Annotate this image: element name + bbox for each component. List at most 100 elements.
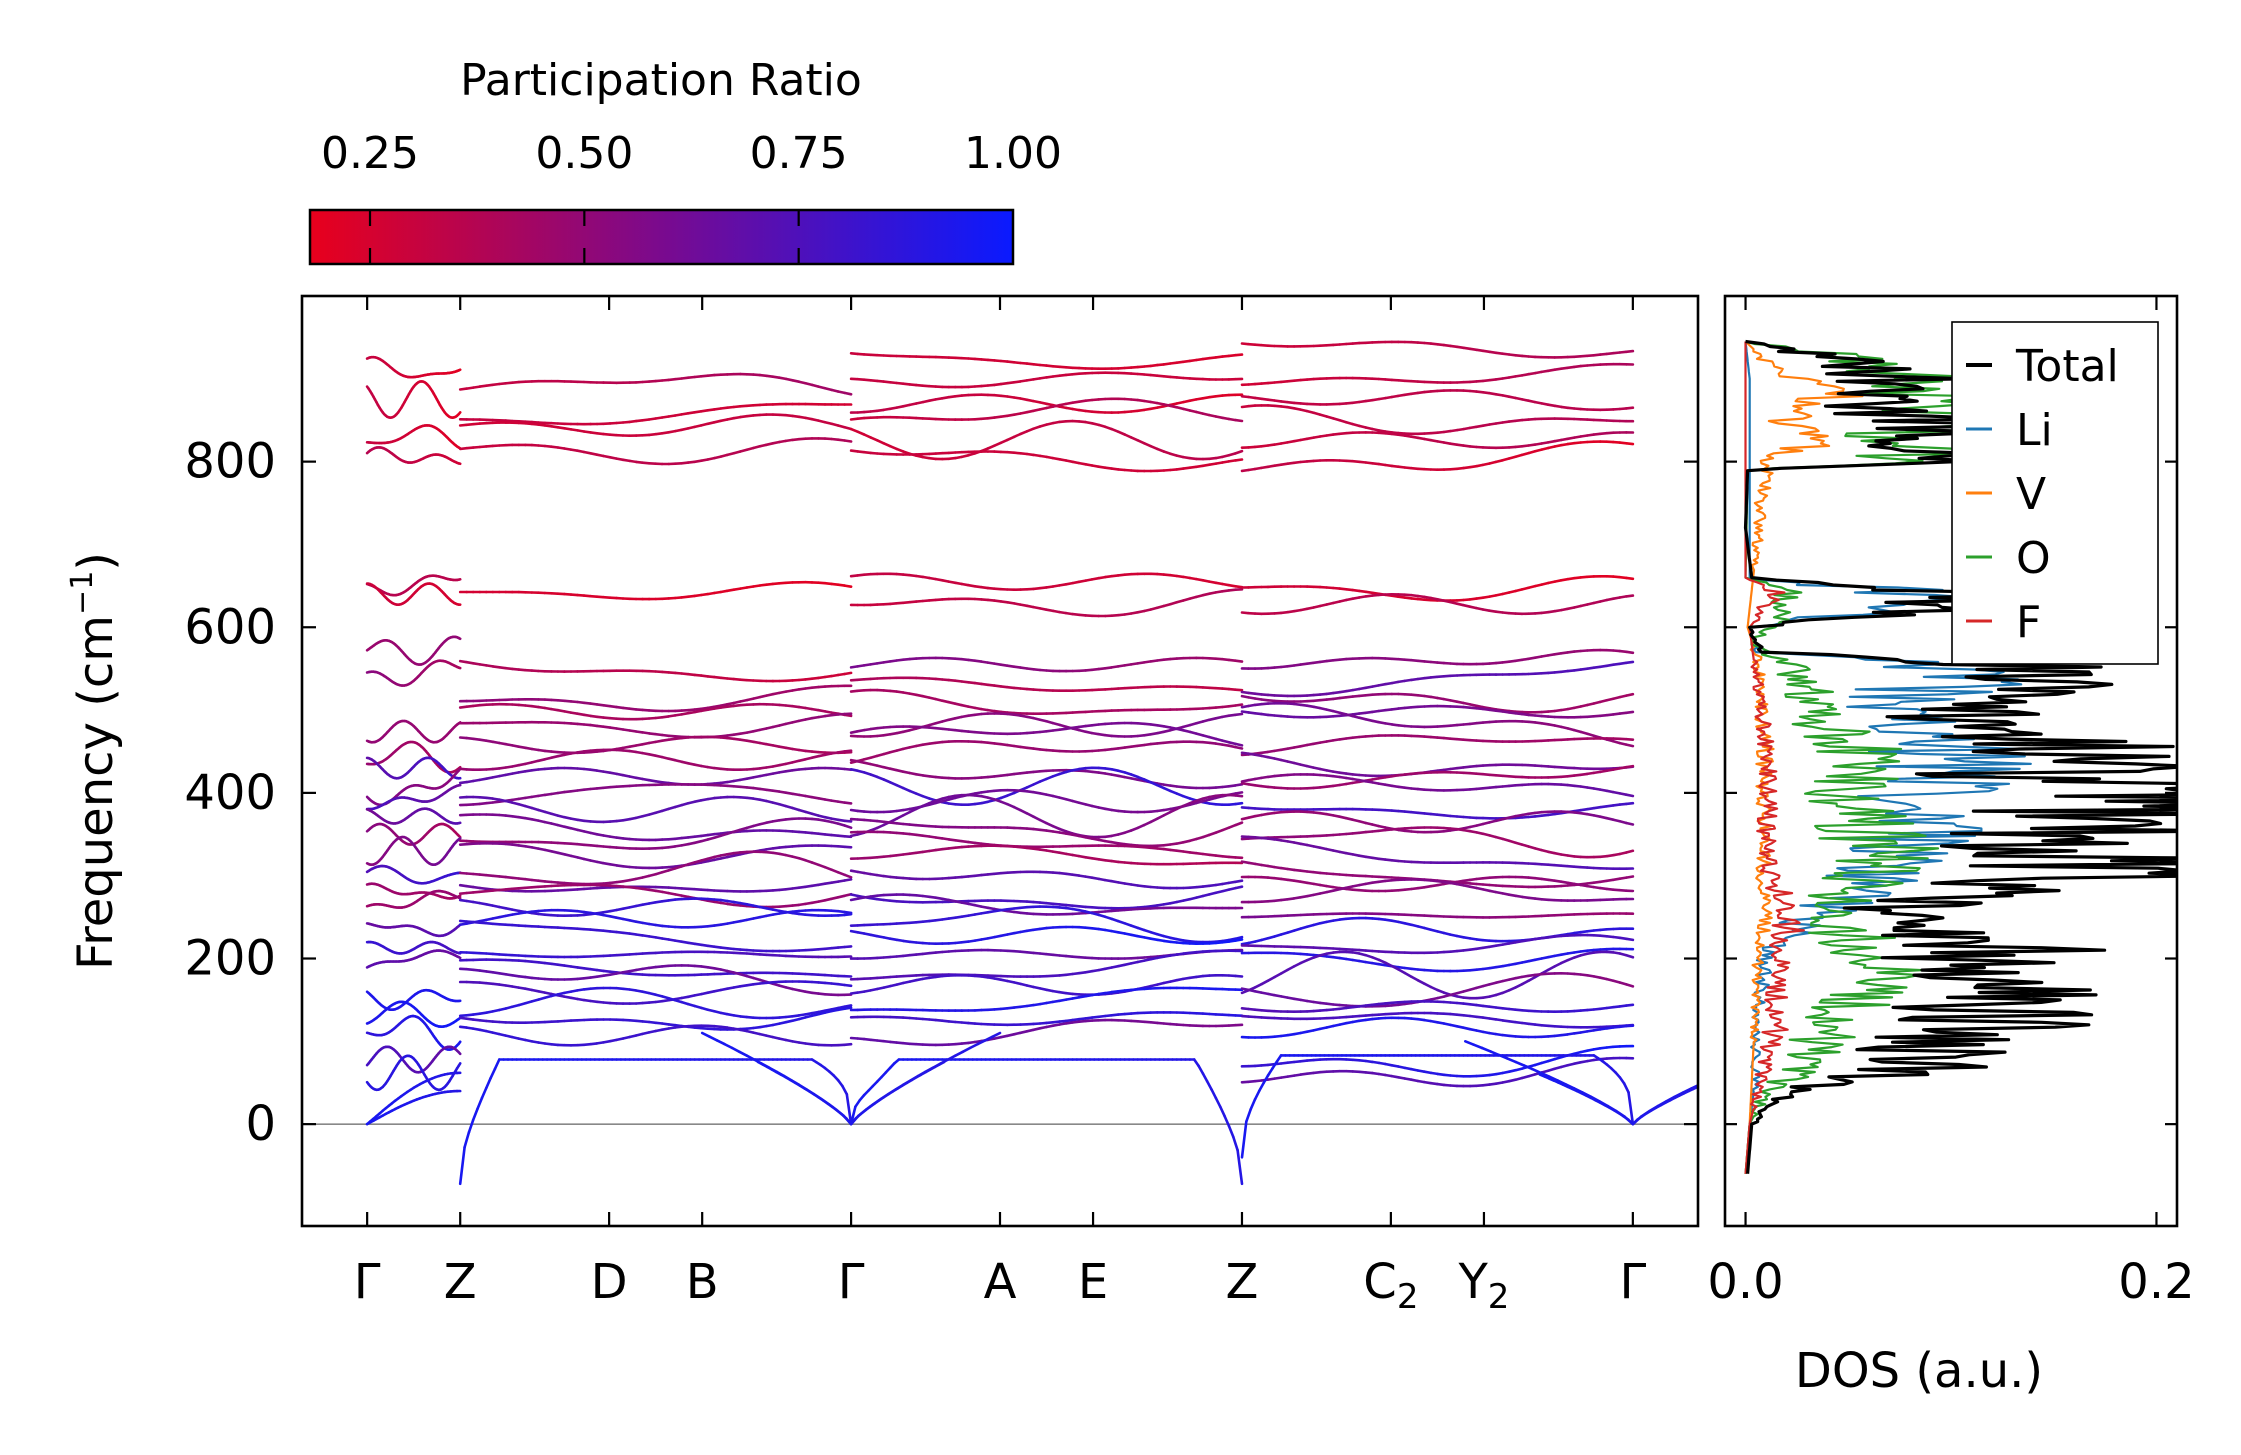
acoustic-branch (849, 1058, 1244, 1186)
y-tick-label: 600 (184, 599, 276, 655)
dos-x-tick-label: 0.2 (2118, 1254, 2194, 1310)
band-branch (458, 1006, 853, 1031)
band-branch (458, 684, 853, 713)
band-branch (1240, 362, 1635, 387)
band-branch (1240, 431, 1635, 450)
high-symmetry-label: Γ (1619, 1254, 1646, 1310)
band-axes: 0 200 400 600 800 Γ Z D B Γ A E Z C2 Y2 Γ (184, 296, 1698, 1317)
acoustic-branch (1538, 1073, 1698, 1126)
band-branch (365, 574, 462, 597)
dos-x-tick-label: 0.0 (1707, 1254, 1783, 1310)
band-branch (458, 813, 853, 842)
high-symmetry-label: A (984, 1254, 1017, 1310)
band-branch (458, 659, 853, 683)
band-branch (1240, 878, 1635, 904)
dos-axes: 0.0 0.2 (1707, 296, 2195, 1310)
acoustic-branch (756, 1060, 946, 1126)
band-branch (849, 1018, 1244, 1047)
band-branch (365, 864, 462, 885)
colorbar-title: Participation Ratio (460, 55, 862, 106)
colorbar-ticks: 0.25 0.50 0.75 1.00 (321, 128, 1062, 264)
dos-plot-frame (1723, 294, 2179, 1228)
dos-series-f (1744, 341, 1805, 1174)
band-branch (365, 582, 462, 607)
band-branch (1240, 574, 1635, 602)
colorbar-tick-label: 0.50 (535, 128, 633, 179)
colorbar-tick-label: 0.75 (750, 128, 848, 179)
band-branch (1240, 734, 1635, 757)
band-branch (458, 817, 853, 851)
band-branch (849, 788, 1244, 814)
colorbar-gradient (308, 208, 1015, 266)
band-branch (849, 925, 1244, 946)
band-branch (458, 1024, 853, 1047)
band-lines (302, 340, 1698, 1186)
band-branch (365, 424, 462, 450)
band-branch (458, 919, 853, 953)
band-branch (458, 766, 853, 786)
band-branch (1240, 1000, 1635, 1014)
band-branch (458, 402, 853, 426)
band-branch (1240, 810, 1635, 834)
legend-label: V (2016, 469, 2046, 520)
band-branch (1240, 1016, 1635, 1039)
band-branch (849, 844, 1244, 866)
acoustic-branch (458, 1058, 853, 1186)
band-branch (1240, 764, 1635, 790)
high-symmetry-label: Y2 (1457, 1254, 1509, 1317)
legend-label: O (2016, 533, 2051, 584)
high-symmetry-label: D (591, 1254, 628, 1310)
band-branch (1240, 701, 1635, 748)
band-branch (365, 889, 462, 909)
band-branch (849, 397, 1244, 423)
band-branch (849, 656, 1244, 673)
acoustic-branch (365, 1089, 462, 1126)
acoustic-branch (1240, 1054, 1635, 1159)
band-branch (849, 1011, 1244, 1027)
band-branch (849, 449, 1244, 473)
band-branch (1240, 912, 1635, 919)
band-branch (1240, 648, 1635, 670)
high-symmetry-label: Z (1226, 1254, 1259, 1310)
band-branch (1240, 389, 1635, 412)
band-branch (849, 393, 1244, 414)
band-branch (458, 908, 853, 929)
band-branch (849, 739, 1244, 765)
band-branch (365, 659, 462, 687)
band-branch (365, 635, 462, 666)
y-tick-label: 800 (184, 434, 276, 490)
band-branch (1240, 404, 1635, 436)
band-branch (849, 712, 1244, 738)
band-branch (849, 371, 1244, 389)
dos-x-axis-label: DOS (a.u.) (1795, 1343, 2043, 1399)
band-branch (365, 756, 462, 780)
band-branch (849, 758, 1244, 790)
colorbar-tick-label: 0.25 (321, 128, 419, 179)
y-tick-label: 400 (184, 765, 276, 821)
band-branch (365, 1014, 462, 1051)
legend-label: F (2016, 597, 2041, 648)
band-branch (458, 372, 853, 396)
band-branch (365, 1000, 462, 1028)
band-branch (365, 807, 462, 825)
band-branch (849, 885, 1244, 910)
band-branch (849, 351, 1244, 371)
band-branch (365, 1045, 462, 1074)
band-branch (458, 413, 853, 438)
band-branch (458, 883, 853, 909)
band-branch (1240, 1044, 1635, 1078)
band-branch (1240, 916, 1635, 946)
acoustic-branch (700, 1031, 1002, 1126)
band-plot-frame (300, 294, 1700, 1228)
band-branch (458, 783, 853, 807)
band-branch (458, 897, 853, 918)
band-branch (458, 735, 853, 755)
band-branch (1240, 660, 1635, 698)
band-branch (365, 940, 462, 955)
band-branch (365, 988, 462, 1012)
band-branch (849, 905, 1244, 944)
band-branch (849, 688, 1244, 716)
band-branch (1240, 835, 1635, 871)
band-branch (365, 380, 462, 420)
band-branch (365, 719, 462, 744)
